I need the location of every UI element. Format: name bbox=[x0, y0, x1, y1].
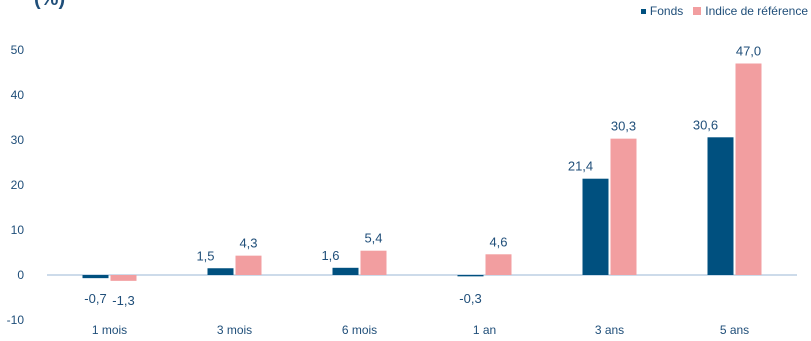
data-label-fonds: -0,7 bbox=[84, 291, 106, 306]
data-label-indice: 30,3 bbox=[611, 119, 636, 134]
bar-indice bbox=[360, 250, 387, 275]
y-tick-label: 20 bbox=[11, 178, 25, 192]
legend-label-fonds: Fonds bbox=[649, 4, 684, 18]
data-label-fonds: 30,6 bbox=[693, 117, 718, 132]
bar-fonds bbox=[207, 268, 234, 275]
data-label-indice: 4,3 bbox=[239, 236, 257, 251]
y-tick-label: -10 bbox=[7, 313, 25, 327]
data-label-indice: 4,6 bbox=[489, 234, 507, 249]
bar-fonds bbox=[332, 267, 359, 275]
bar-fonds bbox=[582, 178, 609, 275]
bar-indice bbox=[485, 254, 512, 275]
bar-indice bbox=[610, 138, 637, 275]
chart-title-fragment: (%) bbox=[34, 0, 65, 11]
data-label-indice: 47,0 bbox=[736, 44, 761, 59]
legend-item-fonds: Fonds bbox=[640, 4, 684, 18]
data-label-fonds: 1,5 bbox=[196, 248, 214, 263]
bar-fonds bbox=[707, 137, 734, 275]
data-label-fonds: 1,6 bbox=[321, 248, 339, 263]
x-tick-label: 3 mois bbox=[217, 323, 252, 337]
x-tick-label: 5 ans bbox=[720, 323, 749, 337]
data-label-fonds: -0,3 bbox=[459, 291, 481, 306]
bar-fonds bbox=[457, 275, 484, 277]
y-tick-label: 50 bbox=[11, 43, 25, 57]
bar-fonds bbox=[82, 275, 109, 279]
y-tick-label: 10 bbox=[11, 223, 25, 237]
x-tick-label: 6 mois bbox=[342, 323, 377, 337]
y-tick-label: 30 bbox=[11, 133, 25, 147]
bar-indice bbox=[235, 255, 262, 275]
legend-swatch-fonds bbox=[640, 8, 646, 14]
data-label-indice: -1,3 bbox=[112, 293, 134, 308]
legend-item-indice: Indice de référence bbox=[693, 4, 808, 18]
x-tick-label: 3 ans bbox=[595, 323, 624, 337]
data-label-indice: 5,4 bbox=[364, 231, 382, 246]
chart-legend: Fonds Indice de référence bbox=[640, 4, 808, 18]
x-tick-label: 1 an bbox=[473, 323, 496, 337]
y-tick-label: 40 bbox=[11, 88, 25, 102]
data-label-fonds: 21,4 bbox=[568, 159, 593, 174]
x-tick-label: 1 mois bbox=[92, 323, 127, 337]
bar-indice bbox=[735, 63, 762, 275]
legend-swatch-indice bbox=[693, 7, 702, 15]
bar-indice bbox=[110, 275, 137, 281]
y-tick-label: 0 bbox=[17, 268, 24, 282]
legend-label-indice: Indice de référence bbox=[705, 4, 808, 18]
